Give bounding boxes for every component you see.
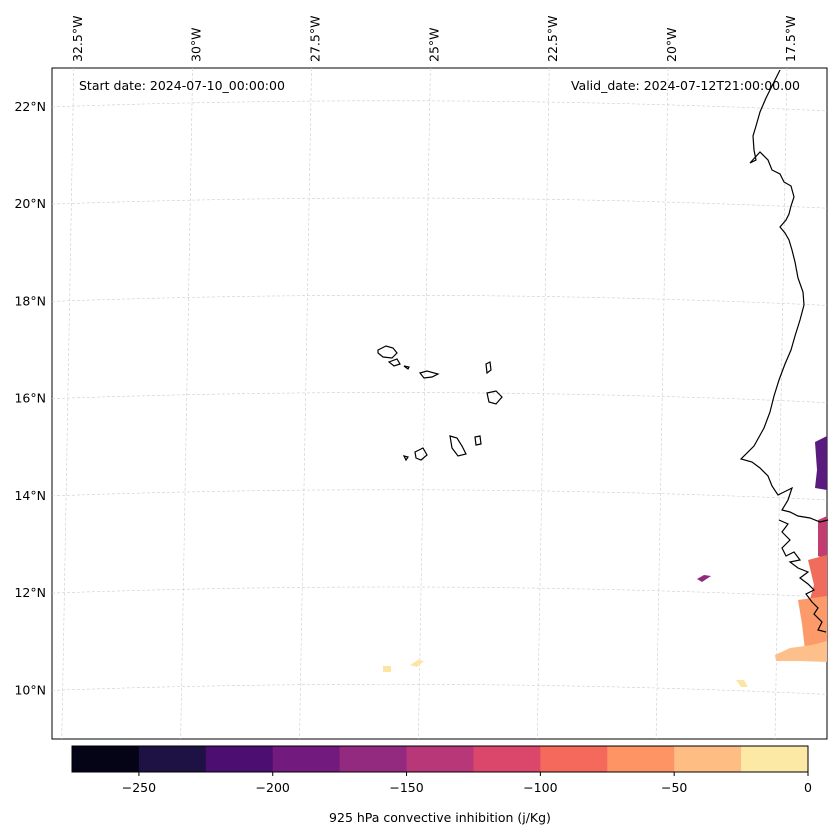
lat-tick-label: 22°N bbox=[14, 99, 46, 114]
island-santa-luzia bbox=[403, 365, 410, 370]
island-sal bbox=[485, 361, 492, 375]
colorbar: −250 −200 −150 −100 −50 0 925 hPa convective … bbox=[71, 745, 812, 825]
lon-tick-label: 27.5°W bbox=[308, 16, 323, 62]
lon-tick-label: 17.5°W bbox=[783, 16, 798, 62]
cin-patch-pink bbox=[818, 516, 827, 560]
island-boa-vista bbox=[486, 390, 503, 405]
colorbar-bin bbox=[406, 746, 474, 772]
colorbar-tick-label: 0 bbox=[804, 780, 812, 795]
colorbar-bin bbox=[607, 746, 675, 772]
colorbar-tick-label: −250 bbox=[122, 780, 156, 795]
colorbar-bins bbox=[72, 746, 809, 772]
colorbar-bin bbox=[741, 746, 809, 772]
cin-patch-yellow-3 bbox=[736, 680, 748, 687]
meridian-line bbox=[61, 67, 75, 740]
map-panel: Start date: 2024-07-10_00:00:00 Valid_da… bbox=[51, 67, 829, 740]
colorbar-bin bbox=[674, 746, 742, 772]
island-sao-nicolau bbox=[418, 370, 440, 379]
cin-field bbox=[383, 436, 827, 687]
map-frame bbox=[51, 67, 828, 740]
colorbar-bin bbox=[339, 746, 408, 772]
africa-coastline bbox=[739, 69, 829, 633]
cin-patch-orange bbox=[798, 596, 827, 652]
parallel-line bbox=[51, 294, 828, 306]
parallel-line bbox=[51, 197, 828, 209]
meridian-line bbox=[180, 67, 193, 740]
lon-tick-label: 30°W bbox=[189, 27, 204, 62]
cin-patch-peach bbox=[775, 641, 827, 662]
start-date-label: Start date: 2024-07-10_00:00:00 bbox=[79, 78, 285, 93]
lon-tick-label: 32.5°W bbox=[70, 16, 85, 62]
colorbar-label: 925 hPa convective inhibition (j/Kg) bbox=[329, 810, 551, 825]
latitude-labels: 22°N 20°N 18°N 16°N 14°N 12°N 10°N bbox=[14, 99, 46, 697]
parallel-line bbox=[51, 683, 828, 695]
lat-tick-label: 16°N bbox=[14, 391, 46, 406]
island-santiago bbox=[449, 435, 467, 457]
cin-patch-purple bbox=[697, 575, 711, 582]
meridian-line bbox=[418, 67, 431, 740]
colorbar-bin bbox=[205, 746, 274, 772]
parallel-line bbox=[51, 586, 828, 598]
parallel-line bbox=[51, 392, 828, 403]
meridian-line bbox=[774, 67, 788, 740]
colorbar-bin bbox=[473, 746, 541, 772]
meridian-line bbox=[299, 67, 312, 740]
island-sao-vicente bbox=[387, 358, 401, 367]
meridian-line bbox=[536, 67, 550, 740]
lat-tick-label: 20°N bbox=[14, 196, 46, 211]
lon-tick-label: 25°W bbox=[426, 27, 441, 62]
colorbar-tick-label: −100 bbox=[523, 780, 557, 795]
gridlines bbox=[51, 67, 828, 740]
parallel-line bbox=[51, 489, 828, 501]
colorbar-bin bbox=[138, 746, 207, 772]
colorbar-bin bbox=[272, 746, 341, 772]
cin-patch-yellow-2 bbox=[410, 660, 424, 667]
colorbar-ticks: −250 −200 −150 −100 −50 0 bbox=[122, 772, 812, 795]
lat-tick-label: 12°N bbox=[14, 585, 46, 600]
colorbar-bin bbox=[540, 746, 608, 772]
cin-patch-yellow-1 bbox=[383, 666, 391, 672]
island-brava bbox=[402, 455, 409, 462]
island-maio bbox=[474, 435, 482, 446]
colorbar-tick-label: −200 bbox=[256, 780, 290, 795]
lat-tick-label: 14°N bbox=[14, 488, 46, 503]
parallel-line bbox=[51, 100, 828, 112]
colorbar-frame bbox=[71, 745, 809, 773]
lat-tick-label: 18°N bbox=[14, 293, 46, 308]
coastlines bbox=[377, 69, 829, 633]
colorbar-tick-label: −150 bbox=[389, 780, 423, 795]
island-fogo bbox=[414, 447, 428, 461]
lon-tick-label: 20°W bbox=[664, 27, 679, 62]
island-santo-antao bbox=[377, 345, 398, 359]
lat-tick-label: 10°N bbox=[14, 682, 46, 697]
colorbar-bin bbox=[72, 746, 140, 772]
meridian-line bbox=[655, 67, 669, 740]
longitude-labels: 32.5°W 30°W 27.5°W 25°W 22.5°W 20°W 17.5°W bbox=[70, 16, 798, 62]
valid-date-label: Valid_date: 2024-07-12T21:00:00.00 bbox=[571, 78, 800, 93]
colorbar-tick-label: −50 bbox=[661, 780, 687, 795]
cin-patch-dark-purple bbox=[815, 436, 827, 490]
lon-tick-label: 22.5°W bbox=[545, 16, 560, 62]
